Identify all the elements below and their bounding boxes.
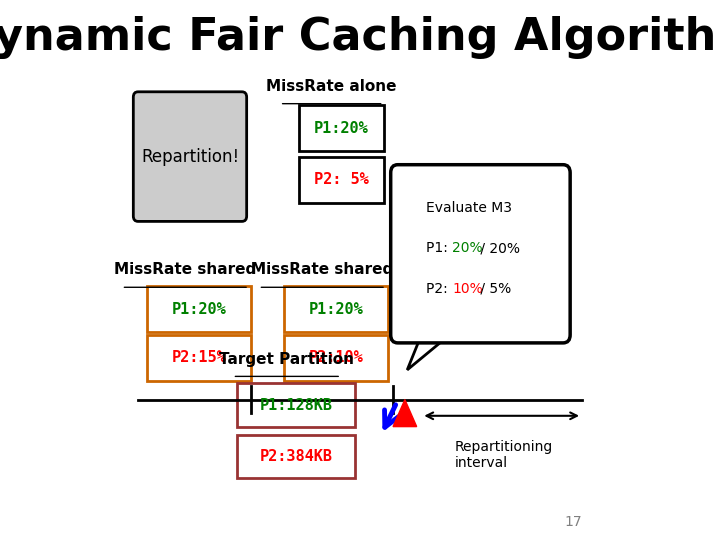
- Text: Repartition!: Repartition!: [141, 147, 239, 166]
- Text: P1:20%: P1:20%: [314, 121, 369, 136]
- Text: P2: 5%: P2: 5%: [314, 172, 369, 187]
- Text: MissRate shared: MissRate shared: [114, 262, 256, 278]
- Text: Dynamic Fair Caching Algorithm: Dynamic Fair Caching Algorithm: [0, 16, 720, 59]
- Text: P1:: P1:: [426, 241, 452, 255]
- FancyBboxPatch shape: [148, 286, 251, 332]
- Text: P2:384KB: P2:384KB: [260, 449, 333, 464]
- FancyBboxPatch shape: [299, 105, 384, 151]
- Text: P2:15%: P2:15%: [172, 350, 227, 365]
- FancyBboxPatch shape: [237, 383, 355, 427]
- Polygon shape: [408, 335, 450, 370]
- FancyBboxPatch shape: [133, 92, 247, 221]
- Text: P2:: P2:: [426, 282, 452, 296]
- Text: 17: 17: [564, 515, 582, 529]
- Text: MissRate alone: MissRate alone: [266, 79, 397, 94]
- Text: P2:10%: P2:10%: [309, 350, 364, 365]
- Text: 20%: 20%: [452, 241, 482, 255]
- Text: P1:128KB: P1:128KB: [260, 397, 333, 413]
- Text: Evaluate M3: Evaluate M3: [426, 201, 512, 215]
- FancyBboxPatch shape: [299, 157, 384, 202]
- Text: 10%: 10%: [452, 282, 483, 296]
- FancyBboxPatch shape: [284, 335, 388, 381]
- Text: / 20%: / 20%: [476, 241, 520, 255]
- Text: Target Partition: Target Partition: [220, 352, 354, 367]
- Text: P1:20%: P1:20%: [172, 302, 227, 316]
- Text: P1:20%: P1:20%: [309, 302, 364, 316]
- Text: / 5%: / 5%: [476, 282, 511, 296]
- FancyBboxPatch shape: [237, 435, 355, 478]
- Polygon shape: [393, 400, 417, 427]
- Text: Repartitioning
interval: Repartitioning interval: [454, 440, 553, 470]
- FancyBboxPatch shape: [148, 335, 251, 381]
- FancyBboxPatch shape: [284, 286, 388, 332]
- FancyBboxPatch shape: [391, 165, 570, 343]
- Text: MissRate shared: MissRate shared: [251, 262, 393, 278]
